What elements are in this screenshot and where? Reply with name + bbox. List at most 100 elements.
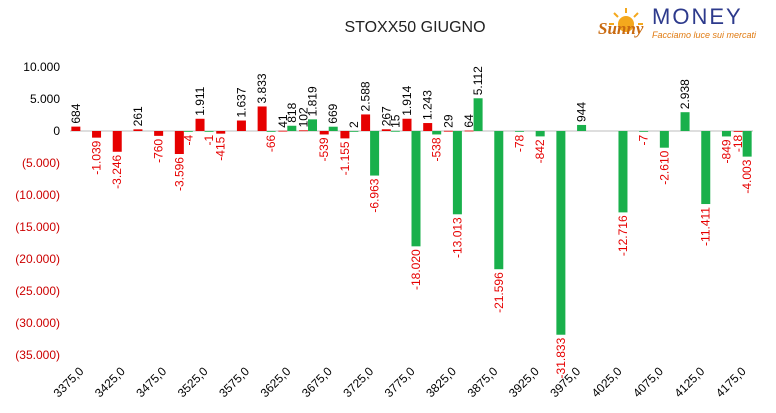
put-data-label: 2 [347,121,361,128]
x-tick-label: 3775,0 [382,364,418,400]
call-bar-3725,0 [361,114,371,131]
put-data-label: -11.411 [699,207,713,246]
call-bar-3700,0 [340,131,350,139]
sunny-money-logo: Sunny MONEY Facciamo luce sui mercati [596,4,766,48]
put-bar-3825,0 [452,131,462,215]
put-data-label: -12.716 [616,215,630,256]
call-data-label: 29 [441,114,455,128]
call-data-label: 3.833 [255,73,269,103]
x-tick-label: 3475,0 [133,364,169,400]
put-data-label: -7 [637,134,651,145]
put-data-label: -1 [202,134,216,145]
put-bar-4050,0 [639,131,649,132]
call-data-label: -18 [731,134,745,152]
put-bar-3675,0 [328,126,338,131]
put-bar-3725,0 [370,131,380,176]
put-bar-4125,0 [701,131,711,205]
put-bar-3500,0 [183,131,193,132]
sun-icon: Sunny [598,8,644,38]
call-bar-3750,0 [381,129,391,131]
y-tick-label: (10.000) [15,188,60,202]
call-bar-3675,0 [319,131,329,135]
put-data-label: -66 [264,134,278,152]
call-data-label: 684 [69,103,83,123]
x-tick-label: 4075,0 [630,364,666,400]
logo-tagline: Facciamo luce sui mercati [652,30,757,40]
put-data-label: -842 [533,139,547,163]
put-data-label: -18.020 [409,249,423,290]
put-data-label: -6.963 [368,178,382,212]
put-data-label: -849 [719,139,733,163]
y-axis: 10.000 5.000 0 (5.000) (10.000) (15.000) (20.0… [15,60,60,362]
call-data-label: 1.911 [193,86,207,115]
call-data-label: 267 [379,106,393,126]
put-bar-4075,0 [659,131,669,148]
put-bar-3775,0 [411,131,421,247]
x-tick-label: 3525,0 [175,364,211,400]
bars [71,98,752,335]
x-tick-label: 3675,0 [299,364,335,400]
x-axis: 3375,0 3425,0 3475,0 3525,0 3575,0 3625,0 3675… [51,364,749,400]
call-data-label: -1.039 [90,140,104,174]
call-data-label: 41 [276,114,290,128]
x-tick-label: 3425,0 [92,364,128,400]
call-bar-3600,0 [257,106,267,131]
put-data-label: 944 [575,102,589,122]
x-tick-label: 3825,0 [423,364,459,400]
x-tick-label: 4025,0 [589,364,625,400]
put-bar-4025,0 [618,131,628,213]
put-data-label: -2.610 [657,150,671,184]
call-bar-3550,0 [216,131,226,134]
put-bar-3650,0 [308,119,318,131]
put-data-label: 818 [285,102,299,122]
put-bar-3750,0 [390,130,400,132]
call-data-label: 2.588 [359,81,373,111]
call-data-label: 1.914 [400,85,414,115]
x-tick-label: 3375,0 [51,364,87,400]
put-bar-3850,0 [473,98,483,131]
call-bar-3425,0 [112,131,122,152]
call-data-label: -415 [214,136,228,160]
call-data-label: -3.596 [172,157,186,191]
y-tick-label: 0 [53,124,60,138]
x-tick-label: 4175,0 [713,364,749,400]
put-data-label: -78 [512,134,526,152]
call-data-label: 102 [297,107,311,127]
put-bar-4100,0 [680,112,690,131]
call-data-label: 1.637 [234,87,248,117]
chart-title: STOXX50 GIUGNO [344,19,485,36]
put-data-label: 2.938 [678,79,692,109]
call-bar-4175,0 [733,131,743,132]
logo-sun-word: Sunny [598,19,644,38]
call-data-label: -3.246 [110,154,124,188]
y-tick-label: 10.000 [23,60,60,74]
y-tick-label: 5.000 [30,92,60,106]
call-bar-3775,0 [402,118,412,131]
y-tick-label: (5.000) [22,156,60,170]
call-bar-3500,0 [174,131,184,155]
y-tick-label: (20.000) [15,252,60,266]
logo-wordmark: MONEY [652,4,743,29]
put-data-label: 1.819 [306,86,320,116]
call-bar-3825,0 [443,130,453,132]
y-tick-label: (30.000) [15,316,60,330]
call-bar-3400,0 [92,131,102,138]
x-tick-label: 3725,0 [340,364,376,400]
call-bar-3525,0 [195,118,205,131]
call-data-label: -760 [152,139,166,163]
y-tick-label: (25.000) [15,284,60,298]
put-data-label: 669 [326,103,340,123]
y-tick-label: (15.000) [15,220,60,234]
call-bar-3475,0 [154,131,164,136]
x-tick-label: 3875,0 [465,364,501,400]
put-data-label: -13.013 [450,217,464,258]
put-bar-3625,0 [287,125,297,131]
call-bar-3850,0 [464,130,474,132]
x-tick-label: 4125,0 [672,364,708,400]
y-tick-label: (35.000) [15,348,60,362]
put-bar-3925,0 [535,131,545,137]
call-bar-3575,0 [236,120,246,131]
call-bar-3375,0 [71,126,81,131]
put-bar-4150,0 [721,131,731,137]
put-data-label: -538 [430,137,444,161]
